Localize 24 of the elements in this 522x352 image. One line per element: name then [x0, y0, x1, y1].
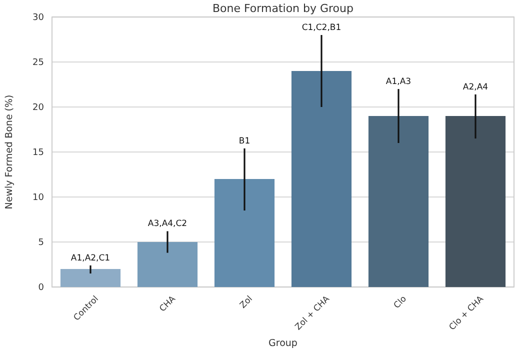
- y-tick-label: 30: [32, 13, 44, 24]
- bar: [137, 242, 198, 287]
- y-tick-label: 5: [38, 238, 44, 248]
- annotation: A3,A4,C2: [148, 219, 188, 230]
- bar: [60, 269, 121, 287]
- bar: [445, 116, 506, 287]
- chart-title: Bone Formation by Group: [212, 2, 354, 15]
- y-tick-label: 25: [32, 58, 44, 68]
- annotation: A2,A4: [462, 82, 488, 92]
- annotation: A1,A3: [386, 77, 412, 87]
- y-tick-label: 20: [32, 103, 44, 114]
- x-tick-label: Zol: [238, 294, 255, 311]
- y-tick-label: 0: [38, 283, 44, 294]
- x-tick-label: Clo: [392, 294, 409, 311]
- annotation: C1,C2,B1: [302, 23, 342, 33]
- y-axis-title: Newly Formed Bone (%): [4, 94, 15, 210]
- annotation: A1,A2,C1: [70, 253, 110, 264]
- bar: [214, 179, 275, 287]
- x-axis-title: Group: [268, 338, 298, 349]
- bar: [368, 116, 429, 287]
- y-tick-label: 15: [32, 148, 44, 158]
- annotation: B1: [238, 136, 250, 146]
- y-tick-label: 10: [32, 193, 44, 204]
- bar: [291, 71, 352, 287]
